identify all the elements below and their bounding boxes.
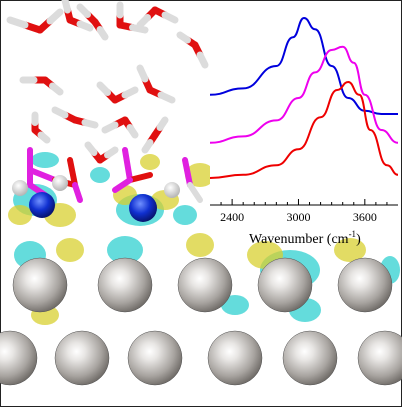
oh-bond-hydrogen-half [176, 31, 191, 44]
oh-bond-hydrogen-half [129, 24, 149, 34]
metal-atoms [0, 257, 402, 386]
oh-bond-hydrogen-half [136, 14, 151, 29]
oh-bond-hydrogen-half [6, 16, 29, 29]
oh-bond-hydrogen-half [101, 121, 119, 134]
isosurface-blob [185, 163, 215, 187]
x-tick-label: 3000 [286, 210, 310, 224]
oh-bond-hydrogen-half [84, 141, 98, 156]
interface-bond [127, 172, 153, 183]
metal-atom [357, 330, 402, 386]
oh-bond-hydrogen-half [96, 81, 111, 96]
oh-bond-hydrogen-half [196, 51, 209, 69]
metal-atom [257, 257, 313, 313]
metal-atom [207, 330, 263, 386]
metal-atom [54, 330, 110, 386]
ion-atom [129, 194, 157, 222]
spectrum-line [209, 80, 399, 179]
oh-bond-hydrogen-half [141, 139, 154, 154]
metal-atom [127, 330, 183, 386]
isosurface-blob [107, 236, 143, 264]
oh-bond-hydrogen-half [51, 106, 69, 119]
oh-bond-hydrogen-half [156, 116, 169, 131]
metal-atom [12, 257, 68, 313]
metal-atom [337, 257, 393, 313]
oh-bond-hydrogen-half [157, 91, 176, 104]
hydrogen-atom [52, 175, 68, 191]
water-molecules [6, 0, 209, 164]
spectrum-curves [209, 16, 399, 179]
oh-bond-hydrogen-half [161, 11, 179, 24]
x-axis-ticks: 2400 3000 3600 [220, 199, 388, 224]
interface-molecules [12, 147, 203, 203]
spectrum-line [209, 16, 398, 115]
isosurface-blob [221, 295, 249, 315]
x-tick-label: 3600 [353, 210, 377, 224]
oh-bond-hydrogen-half [126, 124, 139, 139]
oh-bond-hydrogen-half [104, 146, 119, 159]
oh-bond-hydrogen-half [61, 0, 71, 14]
inset-background [210, 2, 398, 207]
interface-bond [122, 147, 133, 183]
oh-bond-hydrogen-half [76, 3, 91, 18]
metal-atom [0, 330, 38, 386]
oh-bond-hydrogen-half [96, 26, 109, 41]
metal-atom [177, 257, 233, 313]
oh-bond-hydrogen-half [121, 86, 139, 99]
oh-bond-hydrogen-half [136, 64, 149, 83]
x-axis-label: Wavenumber (cm-1) [249, 229, 361, 247]
spectrum-inset: 2400 3000 3600 Wavenumber (cm-1) [209, 2, 399, 247]
ion-atom [29, 192, 55, 218]
hydrogen-atom [12, 180, 28, 196]
isosurface-blob [140, 154, 160, 170]
interface-bond [27, 167, 58, 183]
isosurface-blob [31, 152, 59, 168]
oh-bond-hydrogen-half [37, 131, 51, 144]
spectrum-line [209, 45, 399, 144]
interface-bond [72, 182, 83, 203]
oh-bond-hydrogen-half [81, 119, 99, 129]
oh-bond-hydrogen-half [49, 82, 64, 96]
metal-atom [282, 330, 338, 386]
ion-atoms [29, 192, 157, 222]
metal-atom [97, 257, 153, 313]
interface-bond [112, 177, 133, 193]
interface-bond [187, 182, 203, 203]
isosurface-blob [186, 233, 214, 257]
isosurface-blob [8, 205, 32, 225]
isosurface-blob [173, 205, 197, 225]
hydrogen-atom [164, 182, 180, 198]
oh-bond-hydrogen-half [76, 20, 94, 32]
interface-bond [182, 157, 193, 188]
interface-bond [67, 157, 78, 188]
isosurface-blob [334, 238, 366, 262]
x-tick-label: 2400 [220, 210, 244, 224]
isosurface-blob [56, 238, 84, 262]
oh-bond-hydrogen-half [46, 8, 64, 25]
isosurface-blob [90, 167, 110, 183]
